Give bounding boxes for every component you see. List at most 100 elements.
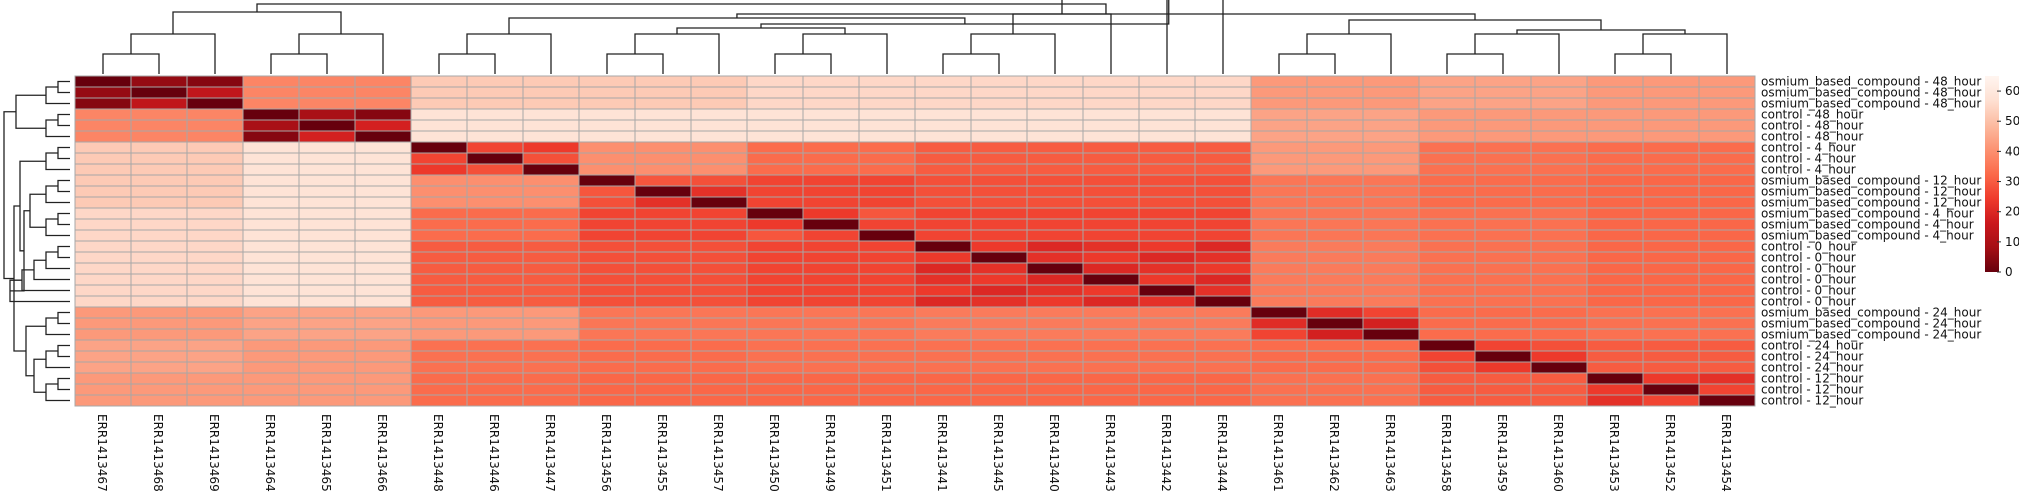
heatmap-cell — [1026, 262, 1084, 275]
heatmap-cell — [970, 119, 1028, 132]
dendrogram-link — [25, 325, 46, 377]
heatmap-cell — [1082, 152, 1140, 165]
heatmap-cell — [1250, 141, 1308, 154]
row-labels: osmium_based_compound - 48_hourosmium_ba… — [1761, 75, 1981, 408]
heatmap-cell — [1082, 262, 1140, 275]
heatmap-cell — [522, 75, 580, 88]
heatmap-cell — [522, 229, 580, 242]
heatmap-cell — [802, 273, 860, 286]
heatmap-cell — [466, 119, 524, 132]
heatmap-cell — [578, 306, 636, 319]
column-label: ERR1413455 — [655, 414, 669, 492]
heatmap-cell — [1082, 240, 1140, 253]
heatmap-cell — [690, 240, 748, 253]
heatmap-cell — [1698, 141, 1756, 154]
heatmap-cell — [1026, 328, 1084, 341]
heatmap-cell — [298, 262, 356, 275]
heatmap-cell — [1530, 339, 1588, 352]
heatmap-cell — [690, 130, 748, 143]
heatmap-cell — [466, 240, 524, 253]
heatmap-cell — [578, 97, 636, 110]
heatmap-cell — [242, 141, 300, 154]
heatmap-cell — [1362, 251, 1420, 264]
row-label: control - 24_hour — [1761, 361, 1863, 375]
heatmap-cell — [354, 108, 412, 121]
heatmap-cell — [1082, 119, 1140, 132]
heatmap-cell — [858, 119, 916, 132]
heatmap-cell — [1530, 295, 1588, 308]
heatmap-cell — [1586, 86, 1644, 99]
heatmap-cell — [1082, 218, 1140, 231]
heatmap-cell — [354, 141, 412, 154]
heatmap-cell — [690, 108, 748, 121]
heatmap-cell — [634, 97, 692, 110]
row-label: osmium_based_compound - 24_hour — [1761, 328, 1981, 342]
row-label: osmium_based_compound - 24_hour — [1761, 317, 1981, 331]
heatmap-cell — [690, 273, 748, 286]
heatmap-cell — [1082, 394, 1140, 407]
heatmap-cell — [74, 273, 132, 286]
column-label: ERR1413458 — [1439, 414, 1453, 492]
heatmap-cell — [242, 152, 300, 165]
heatmap-cell — [1530, 174, 1588, 187]
dendrogram-link — [1061, 0, 1168, 74]
row-label: control - 4_hour — [1761, 141, 1856, 155]
heatmap-cell — [578, 240, 636, 253]
row-label: control - 4_hour — [1761, 163, 1856, 177]
heatmap-cell — [1586, 218, 1644, 231]
heatmap-cell — [1250, 273, 1308, 286]
heatmap-cell — [802, 328, 860, 341]
heatmap-cell — [298, 229, 356, 242]
heatmap-cell — [130, 130, 188, 143]
heatmap-cell — [466, 174, 524, 187]
row-label: control - 0_hour — [1761, 240, 1856, 254]
heatmap-cell — [298, 372, 356, 385]
heatmap-cell — [690, 141, 748, 154]
heatmap-cell — [354, 383, 412, 396]
heatmap-cell — [690, 97, 748, 110]
heatmap-cell — [1250, 394, 1308, 407]
heatmap-cell — [410, 97, 468, 110]
heatmap-cell — [1698, 328, 1756, 341]
heatmap-cell — [914, 163, 972, 176]
heatmap-cell — [1418, 306, 1476, 319]
heatmap-cell — [354, 174, 412, 187]
heatmap-cell — [1194, 295, 1252, 308]
heatmap-cell — [1082, 251, 1140, 264]
heatmap-cell — [1642, 229, 1700, 242]
heatmap-cell — [74, 185, 132, 198]
heatmap-cell — [1306, 196, 1364, 209]
heatmap-cell — [802, 207, 860, 220]
heatmap-cell — [1586, 383, 1644, 396]
column-dendrogram — [102, 0, 1728, 74]
heatmap-cell — [410, 295, 468, 308]
heatmap-cell — [970, 240, 1028, 253]
heatmap-cell — [1362, 207, 1420, 220]
heatmap-cell — [298, 328, 356, 341]
heatmap-cell — [130, 273, 188, 286]
column-label: ERR1413463 — [1383, 414, 1397, 492]
heatmap-cell — [1082, 196, 1140, 209]
heatmap-cell — [242, 229, 300, 242]
heatmap-cell — [634, 339, 692, 352]
heatmap-cell — [298, 119, 356, 132]
column-label: ERR1413461 — [1271, 414, 1285, 492]
heatmap-cell — [74, 196, 132, 209]
heatmap-cell — [802, 372, 860, 385]
heatmap-cell — [858, 97, 916, 110]
row-label: control - 0_hour — [1761, 251, 1856, 265]
heatmap-cell — [970, 273, 1028, 286]
heatmap-cell — [74, 306, 132, 319]
heatmap-cell — [242, 372, 300, 385]
heatmap-cell — [1306, 174, 1364, 187]
heatmap-cell — [242, 86, 300, 99]
heatmap-cell — [410, 86, 468, 99]
heatmap-cell — [1586, 372, 1644, 385]
dendrogram-link — [1614, 53, 1672, 74]
heatmap-cell — [914, 295, 972, 308]
heatmap-cell — [858, 350, 916, 363]
heatmap-cell — [1474, 174, 1532, 187]
heatmap-cell — [578, 174, 636, 187]
heatmap-cell — [1642, 273, 1700, 286]
column-label: ERR1413452 — [1663, 414, 1677, 492]
